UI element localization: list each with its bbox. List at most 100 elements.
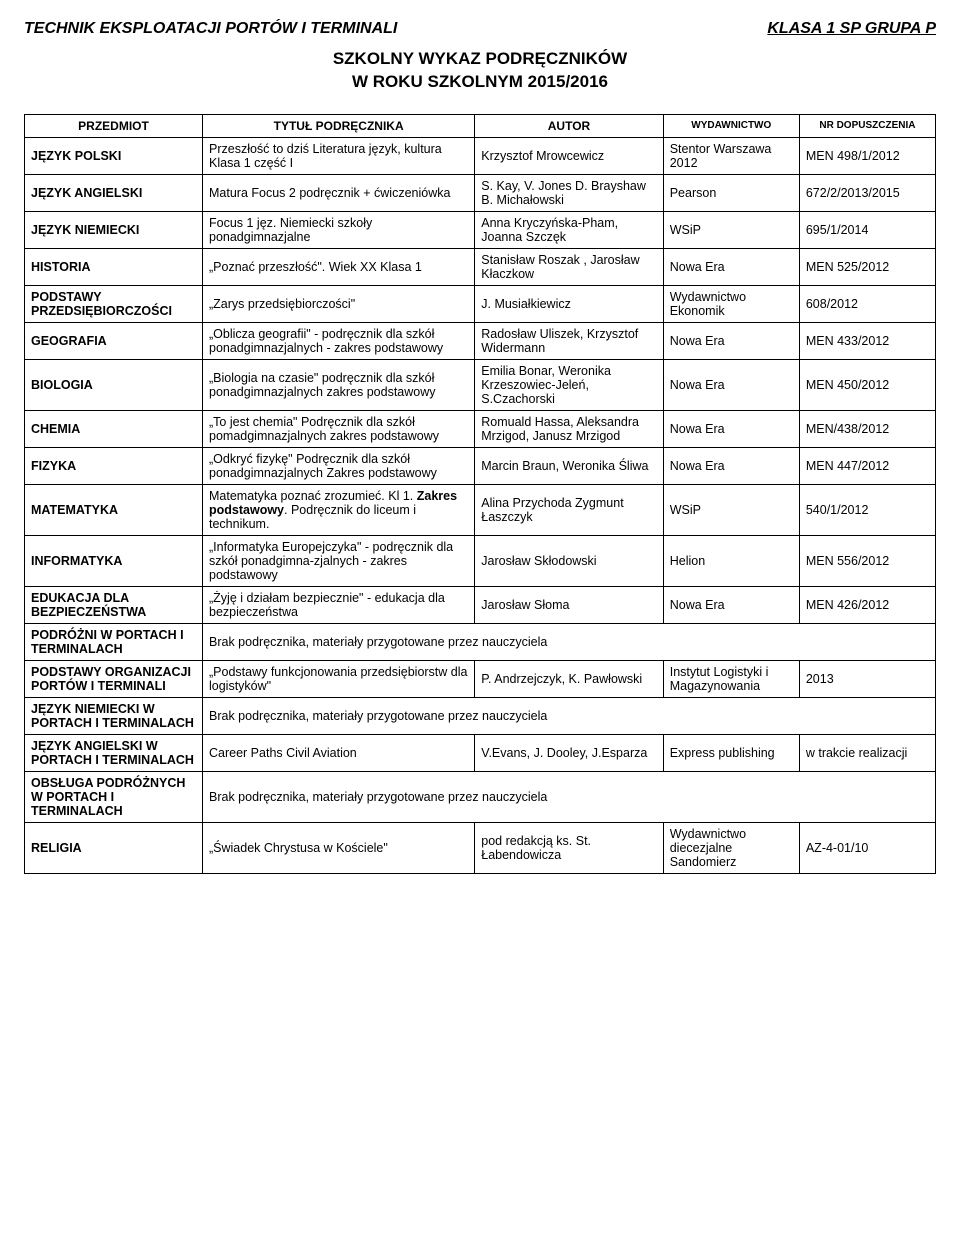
cell-author: J. Musiałkiewicz [475, 285, 663, 322]
cell-title: „Świadek Chrystusa w Kościele" [203, 822, 475, 873]
col-author: AUTOR [475, 114, 663, 137]
table-row: JĘZYK POLSKIPrzeszłość to dziś Literatur… [25, 137, 936, 174]
cell-author: Jarosław Skłodowski [475, 535, 663, 586]
table-row: JĘZYK NIEMIECKIFocus 1 jęz. Niemiecki sz… [25, 211, 936, 248]
cell-subject: RELIGIA [25, 822, 203, 873]
cell-approval: AZ-4-01/10 [799, 822, 935, 873]
cell-publisher: Wydawnictwo diecezjalne Sandomierz [663, 822, 799, 873]
cell-author: P. Andrzejczyk, K. Pawłowski [475, 660, 663, 697]
cell-approval: 672/2/2013/2015 [799, 174, 935, 211]
cell-subject: JĘZYK POLSKI [25, 137, 203, 174]
cell-publisher: Helion [663, 535, 799, 586]
col-title: TYTUŁ PODRĘCZNIKA [203, 114, 475, 137]
cell-publisher: Nowa Era [663, 586, 799, 623]
cell-approval: MEN 450/2012 [799, 359, 935, 410]
cell-author: Krzysztof Mrowcewicz [475, 137, 663, 174]
table-row: PODRÓŻNI W PORTACH I TERMINALACHBrak pod… [25, 623, 936, 660]
cell-publisher: Pearson [663, 174, 799, 211]
cell-approval: MEN 433/2012 [799, 322, 935, 359]
cell-subject: EDUKACJA DLA BEZPIECZEŃSTWA [25, 586, 203, 623]
table-row: HISTORIA„Poznać przeszłość". Wiek XX Kla… [25, 248, 936, 285]
table-header-row: PRZEDMIOT TYTUŁ PODRĘCZNIKA AUTOR WYDAWN… [25, 114, 936, 137]
cell-subject: PODRÓŻNI W PORTACH I TERMINALACH [25, 623, 203, 660]
table-row: JĘZYK NIEMIECKI W PORTACH I TERMINALACHB… [25, 697, 936, 734]
cell-approval: MEN/438/2012 [799, 410, 935, 447]
table-row: CHEMIA„To jest chemia" Podręcznik dla sz… [25, 410, 936, 447]
cell-publisher: Nowa Era [663, 248, 799, 285]
title-line1: SZKOLNY WYKAZ PODRĘCZNIKÓW [24, 48, 936, 71]
cell-subject: GEOGRAFIA [25, 322, 203, 359]
textbook-table: PRZEDMIOT TYTUŁ PODRĘCZNIKA AUTOR WYDAWN… [24, 114, 936, 874]
col-publisher: WYDAWNICTWO [663, 114, 799, 137]
cell-author: S. Kay, V. Jones D. Brayshaw B. Michałow… [475, 174, 663, 211]
cell-title: „Odkryć fizykę" Podręcznik dla szkół pon… [203, 447, 475, 484]
cell-subject: MATEMATYKA [25, 484, 203, 535]
table-row: FIZYKA„Odkryć fizykę" Podręcznik dla szk… [25, 447, 936, 484]
table-row: JĘZYK ANGIELSKI W PORTACH I TERMINALACHC… [25, 734, 936, 771]
title-block: SZKOLNY WYKAZ PODRĘCZNIKÓW W ROKU SZKOLN… [24, 48, 936, 94]
cell-subject: HISTORIA [25, 248, 203, 285]
cell-approval: 2013 [799, 660, 935, 697]
page-header: TECHNIK EKSPLOATACJI PORTÓW I TERMINALI … [24, 20, 936, 38]
cell-full: Brak podręcznika, materiały przygotowane… [203, 697, 936, 734]
cell-publisher: Nowa Era [663, 410, 799, 447]
cell-title: Matura Focus 2 podręcznik + ćwiczeniówka [203, 174, 475, 211]
cell-subject: PODSTAWY PRZEDSIĘBIORCZOŚCI [25, 285, 203, 322]
table-body: JĘZYK POLSKIPrzeszłość to dziś Literatur… [25, 137, 936, 873]
table-row: MATEMATYKAMatematyka poznać zrozumieć. K… [25, 484, 936, 535]
cell-title: „Podstawy funkcjonowania przedsiębiorstw… [203, 660, 475, 697]
table-row: OBSŁUGA PODRÓŻNYCH W PORTACH I TERMINALA… [25, 771, 936, 822]
cell-subject: OBSŁUGA PODRÓŻNYCH W PORTACH I TERMINALA… [25, 771, 203, 822]
cell-author: Alina Przychoda Zygmunt Łaszczyk [475, 484, 663, 535]
cell-author: Marcin Braun, Weronika Śliwa [475, 447, 663, 484]
cell-subject: BIOLOGIA [25, 359, 203, 410]
table-row: PODSTAWY PRZEDSIĘBIORCZOŚCI„Zarys przeds… [25, 285, 936, 322]
cell-title: „Zarys przedsiębiorczości" [203, 285, 475, 322]
cell-author: V.Evans, J. Dooley, J.Esparza [475, 734, 663, 771]
table-row: INFORMATYKA„Informatyka Europejczyka" - … [25, 535, 936, 586]
cell-title: Career Paths Civil Aviation [203, 734, 475, 771]
cell-author: Emilia Bonar, Weronika Krzeszowiec-Jeleń… [475, 359, 663, 410]
cell-approval: MEN 498/1/2012 [799, 137, 935, 174]
cell-title: „Biologia na czasie" podręcznik dla szkó… [203, 359, 475, 410]
cell-publisher: WSiP [663, 211, 799, 248]
cell-approval: MEN 525/2012 [799, 248, 935, 285]
cell-author: Stanisław Roszak , Jarosław Kłaczkow [475, 248, 663, 285]
header-left: TECHNIK EKSPLOATACJI PORTÓW I TERMINALI [24, 20, 397, 38]
cell-approval: MEN 426/2012 [799, 586, 935, 623]
cell-title: „To jest chemia" Podręcznik dla szkół po… [203, 410, 475, 447]
cell-title: „Informatyka Europejczyka" - podręcznik … [203, 535, 475, 586]
table-row: PODSTAWY ORGANIZACJI PORTÓW I TERMINALI„… [25, 660, 936, 697]
table-row: JĘZYK ANGIELSKIMatura Focus 2 podręcznik… [25, 174, 936, 211]
cell-publisher: Nowa Era [663, 447, 799, 484]
cell-subject: JĘZYK ANGIELSKI W PORTACH I TERMINALACH [25, 734, 203, 771]
cell-subject: PODSTAWY ORGANIZACJI PORTÓW I TERMINALI [25, 660, 203, 697]
cell-subject: CHEMIA [25, 410, 203, 447]
cell-author: Romuald Hassa, Aleksandra Mrzigod, Janus… [475, 410, 663, 447]
table-row: RELIGIA„Świadek Chrystusa w Kościele"pod… [25, 822, 936, 873]
cell-subject: JĘZYK NIEMIECKI W PORTACH I TERMINALACH [25, 697, 203, 734]
cell-author: Jarosław Słoma [475, 586, 663, 623]
table-row: GEOGRAFIA„Oblicza geografii" - podręczni… [25, 322, 936, 359]
cell-publisher: Express publishing [663, 734, 799, 771]
cell-publisher: WSiP [663, 484, 799, 535]
cell-approval: 608/2012 [799, 285, 935, 322]
cell-title: „Żyję i działam bezpiecznie" - edukacja … [203, 586, 475, 623]
cell-author: Anna Kryczyńska-Pham, Joanna Szczęk [475, 211, 663, 248]
table-row: EDUKACJA DLA BEZPIECZEŃSTWA„Żyję i dział… [25, 586, 936, 623]
cell-subject: JĘZYK NIEMIECKI [25, 211, 203, 248]
cell-publisher: Wydawnictwo Ekonomik [663, 285, 799, 322]
cell-publisher: Nowa Era [663, 322, 799, 359]
cell-title: Przeszłość to dziś Literatura język, kul… [203, 137, 475, 174]
cell-publisher: Instytut Logistyki i Magazynowania [663, 660, 799, 697]
cell-author: pod redakcją ks. St. Łabendowicza [475, 822, 663, 873]
cell-title: „Oblicza geografii" - podręcznik dla szk… [203, 322, 475, 359]
cell-full: Brak podręcznika, materiały przygotowane… [203, 771, 936, 822]
cell-full: Brak podręcznika, materiały przygotowane… [203, 623, 936, 660]
table-row: BIOLOGIA„Biologia na czasie" podręcznik … [25, 359, 936, 410]
cell-title: „Poznać przeszłość". Wiek XX Klasa 1 [203, 248, 475, 285]
cell-subject: JĘZYK ANGIELSKI [25, 174, 203, 211]
col-approval: NR DOPUSZCZENIA [799, 114, 935, 137]
cell-approval: w trakcie realizacji [799, 734, 935, 771]
cell-subject: INFORMATYKA [25, 535, 203, 586]
